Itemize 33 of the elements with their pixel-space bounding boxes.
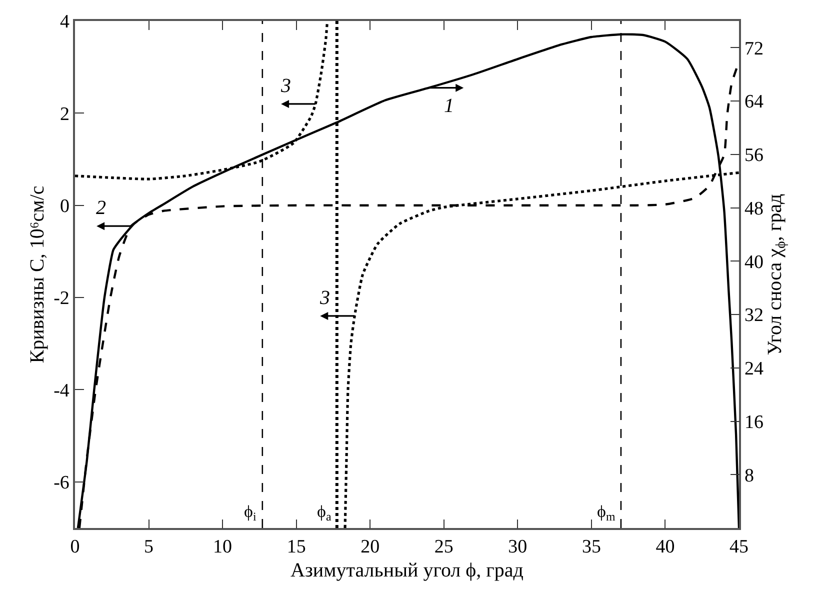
y-axis-title: Кривизны C, 10⁶см/с (26, 186, 49, 364)
x-tick-label: 10 (213, 536, 232, 558)
y2-tick-label: 24 (744, 358, 764, 380)
ref-line-label: ϕ$_{a}$ (317, 502, 332, 524)
y-tick-label: -4 (54, 380, 70, 402)
annotation: 3 (319, 287, 330, 309)
y2-tick-label: 40 (744, 252, 764, 273)
y-tick-label: 2 (60, 104, 70, 125)
annotation: 2 (96, 197, 106, 219)
annotation: 3 (280, 75, 291, 97)
y-tick-label: -2 (54, 288, 70, 310)
x-tick-label: 5 (144, 536, 154, 558)
y2-tick-label: 16 (744, 412, 764, 433)
y-tick-label: 4 (60, 12, 70, 33)
x-tick-label: 30 (508, 536, 528, 558)
x-tick-label: 35 (582, 536, 601, 558)
y2-tick-label: 64 (744, 92, 764, 113)
y2-tick-label: 8 (744, 465, 754, 486)
x-tick-label: 15 (286, 536, 306, 558)
x-tick-label: 40 (656, 536, 675, 558)
annotation: 1 (444, 95, 454, 117)
x-tick-label: 20 (360, 536, 380, 558)
y-tick-label: -6 (54, 472, 70, 494)
y2-tick-label: 48 (744, 198, 764, 220)
y2-tick-label: 72 (744, 38, 764, 60)
x-tick-label: 25 (434, 536, 454, 558)
y-tick-label: 0 (60, 196, 70, 218)
x-axis-title: Азимутальный угол ϕ, град (290, 560, 524, 582)
y2-tick-label: 32 (744, 305, 764, 326)
ref-line-label: ϕ$_{i}$ (244, 502, 257, 524)
y2-tick-label: 56 (744, 145, 764, 166)
x-tick-label: 45 (730, 536, 748, 558)
ref-line-label: ϕ$_{m}$ (597, 502, 616, 524)
